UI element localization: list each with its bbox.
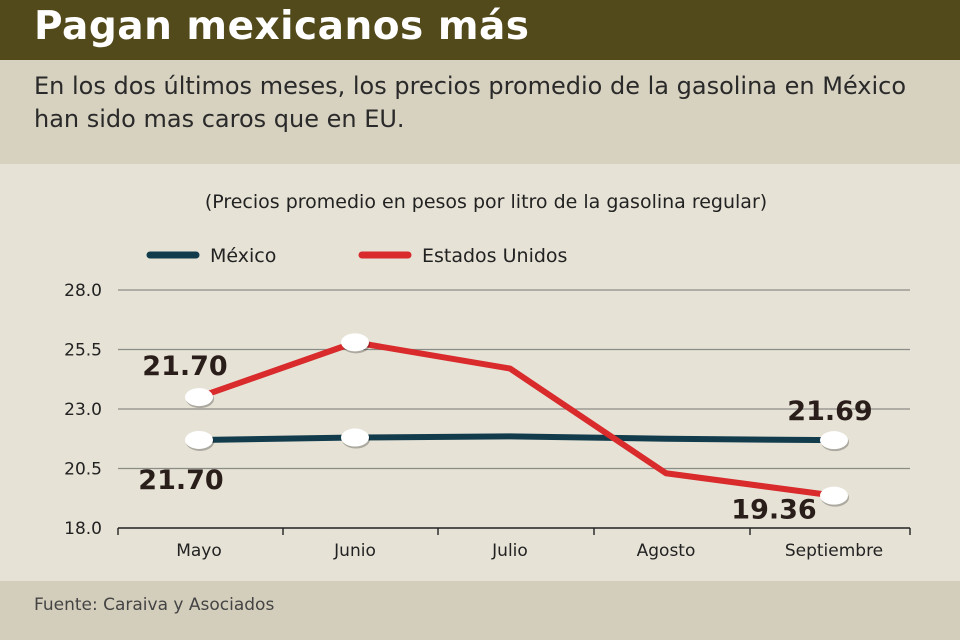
data-label-layer: 21.70 21.70 21.69 19.36 (138, 351, 872, 526)
series-line-usa (196, 339, 837, 499)
x-tick-label: Septiembre (785, 541, 883, 561)
series-line-mexico (196, 433, 837, 444)
data-label: 21.70 (142, 351, 227, 382)
x-tick-label: Julio (491, 541, 528, 561)
x-tick-label: Junio (333, 541, 376, 561)
y-tick-label: 20.5 (64, 460, 102, 480)
x-axis: Mayo Junio Julio Agosto Septiembre (117, 527, 911, 561)
legend-label-mexico: México (210, 245, 276, 267)
marker-layer (185, 333, 849, 507)
y-tick-label: 25.5 (64, 341, 102, 361)
source-note: Fuente: Caraiva y Asociados (34, 595, 275, 615)
subtitle-band (0, 60, 960, 164)
y-tick-label: 28.0 (64, 281, 102, 301)
chart-note: (Precios promedio en pesos por litro de … (205, 191, 767, 213)
x-tick-label: Mayo (176, 541, 222, 561)
series-layer (196, 339, 837, 499)
data-point-marker (341, 333, 369, 352)
data-point-marker (185, 430, 213, 449)
data-point-marker (341, 428, 369, 447)
page-title: Pagan mexicanos más (34, 4, 530, 49)
grid-lines: 28.0 25.5 23.0 20.5 18.0 (64, 281, 910, 539)
y-tick-label: 23.0 (64, 400, 102, 420)
data-label: 21.70 (138, 465, 223, 496)
chart-panel (0, 164, 960, 581)
source-band (0, 581, 960, 640)
data-point-marker (185, 388, 213, 407)
data-point-marker (820, 431, 848, 450)
data-label: 21.69 (787, 396, 872, 427)
page-subtitle: En los dos últimos meses, los precios pr… (34, 72, 907, 133)
legend-label-usa: Estados Unidos (422, 245, 567, 267)
y-tick-label: 18.0 (64, 519, 102, 539)
data-point-marker (820, 486, 848, 505)
title-bar (0, 0, 960, 60)
data-label: 19.36 (731, 495, 816, 526)
x-tick-label: Agosto (637, 541, 696, 561)
legend: México Estados Unidos (146, 245, 567, 267)
